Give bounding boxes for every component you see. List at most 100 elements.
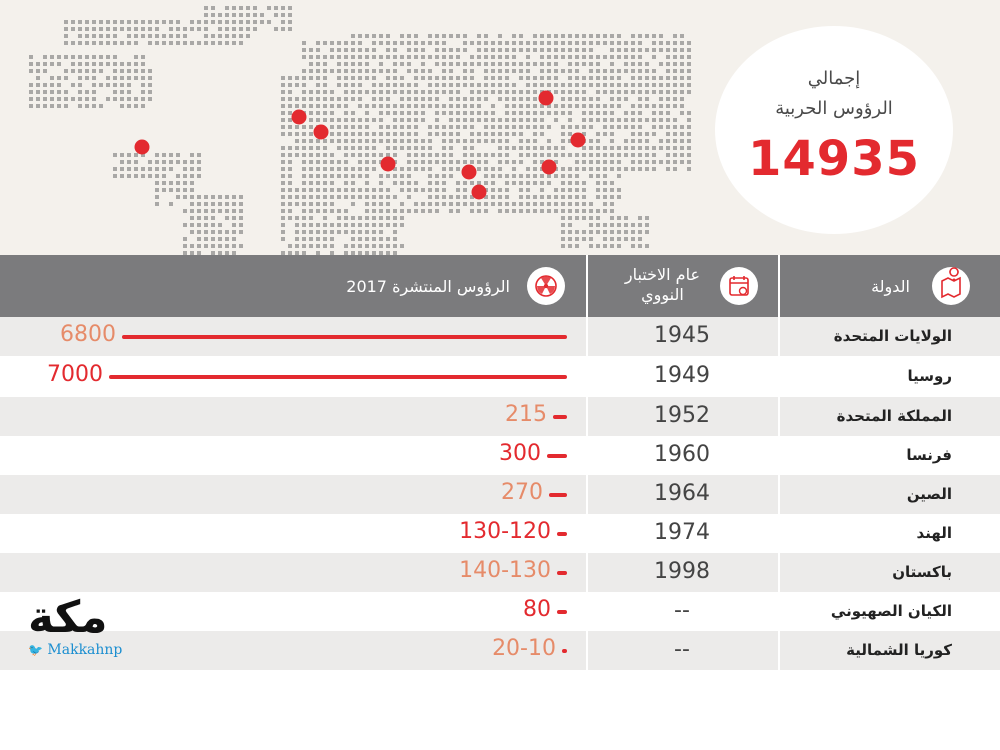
map-dot	[407, 62, 411, 66]
map-dot	[211, 6, 215, 10]
map-dot	[113, 41, 117, 45]
column-separator	[778, 553, 780, 592]
map-dot	[225, 230, 229, 234]
map-dot	[120, 20, 124, 24]
map-dot	[589, 237, 593, 241]
map-dot	[470, 118, 474, 122]
map-dot	[169, 153, 173, 157]
map-dot	[323, 195, 327, 199]
map-dot	[421, 55, 425, 59]
map-dot	[477, 111, 481, 115]
map-dot	[484, 153, 488, 157]
map-dot	[449, 83, 453, 87]
warhead-count: 20-10	[492, 636, 556, 661]
map-dot	[358, 41, 362, 45]
map-dot	[302, 216, 306, 220]
map-dot	[421, 118, 425, 122]
map-dot	[155, 188, 159, 192]
map-dot	[519, 97, 523, 101]
map-dot	[288, 111, 292, 115]
map-dot	[554, 34, 558, 38]
map-dot	[442, 69, 446, 73]
map-dot	[680, 62, 684, 66]
column-separator	[778, 592, 780, 631]
map-dot	[288, 97, 292, 101]
map-dot	[365, 188, 369, 192]
map-dot	[540, 160, 544, 164]
map-dot	[652, 153, 656, 157]
map-dot	[393, 132, 397, 136]
map-dot	[659, 48, 663, 52]
map-dot	[407, 48, 411, 52]
map-dot	[561, 209, 565, 213]
map-dot	[386, 195, 390, 199]
map-dot	[617, 48, 621, 52]
map-dot	[554, 69, 558, 73]
map-dot	[596, 111, 600, 115]
map-dot	[652, 132, 656, 136]
map-dot	[435, 62, 439, 66]
map-dot	[337, 41, 341, 45]
map-dot	[386, 111, 390, 115]
map-dot	[547, 202, 551, 206]
map-dot	[484, 62, 488, 66]
map-dot	[603, 230, 607, 234]
map-dot	[190, 167, 194, 171]
map-dot	[603, 188, 607, 192]
map-dot	[449, 104, 453, 108]
map-dot	[456, 195, 460, 199]
map-dot	[323, 181, 327, 185]
map-dot	[64, 41, 68, 45]
map-dot	[582, 216, 586, 220]
map-dot	[351, 216, 355, 220]
map-dot	[71, 27, 75, 31]
map-dot	[281, 153, 285, 157]
map-dot	[218, 202, 222, 206]
map-dot	[386, 202, 390, 206]
map-dot	[470, 132, 474, 136]
map-dot	[547, 48, 551, 52]
map-dot	[85, 34, 89, 38]
map-dot	[617, 90, 621, 94]
map-dot	[316, 209, 320, 213]
map-dot	[589, 160, 593, 164]
map-dot	[316, 90, 320, 94]
map-dot	[470, 69, 474, 73]
map-dot	[197, 223, 201, 227]
map-dot	[547, 34, 551, 38]
map-dot	[638, 76, 642, 80]
map-dot	[547, 111, 551, 115]
map-dot	[498, 90, 502, 94]
map-dot	[449, 90, 453, 94]
map-dot	[232, 223, 236, 227]
map-dot	[309, 202, 313, 206]
map-dot	[190, 195, 194, 199]
map-dot	[344, 146, 348, 150]
map-dot	[281, 111, 285, 115]
map-dot	[141, 174, 145, 178]
test-year: 1964	[654, 481, 710, 506]
map-dot	[204, 195, 208, 199]
map-dot	[596, 76, 600, 80]
map-dot	[498, 146, 502, 150]
map-dot	[575, 90, 579, 94]
map-dot	[176, 153, 180, 157]
map-dot	[512, 55, 516, 59]
map-dot	[344, 251, 348, 255]
map-dot	[148, 83, 152, 87]
map-dot	[484, 118, 488, 122]
map-dot	[372, 160, 376, 164]
map-dot	[680, 34, 684, 38]
map-dot	[281, 83, 285, 87]
map-dot	[337, 195, 341, 199]
map-dot	[610, 216, 614, 220]
map-dot	[302, 251, 306, 255]
map-dot	[365, 118, 369, 122]
map-dot	[372, 251, 376, 255]
map-dot	[449, 48, 453, 52]
map-dot	[302, 202, 306, 206]
map-dot	[456, 118, 460, 122]
map-dot	[162, 167, 166, 171]
map-dot	[477, 41, 481, 45]
logo-handle-text: Makkahnp	[47, 642, 123, 658]
